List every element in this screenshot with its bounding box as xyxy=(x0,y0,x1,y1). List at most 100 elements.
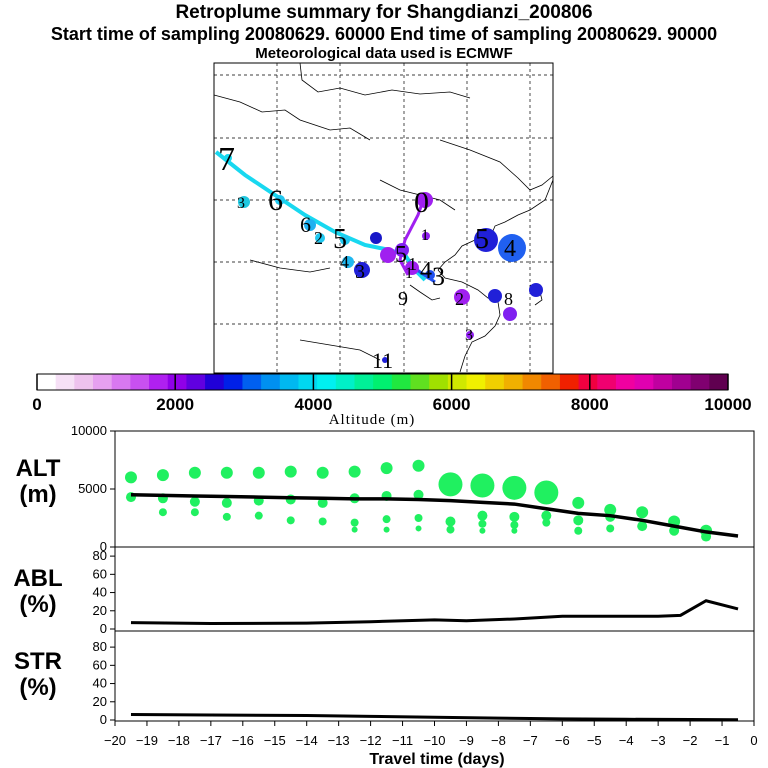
day-label: 6 xyxy=(268,184,283,217)
x-tick-label: −8 xyxy=(491,733,506,748)
day-label: 5 xyxy=(333,224,347,255)
day-label: 5 xyxy=(395,242,407,268)
altitude-bubble xyxy=(466,331,474,339)
day-label: 9 xyxy=(398,288,408,310)
alt-ylabel-unit: (m) xyxy=(19,481,56,508)
colorbar-cell xyxy=(223,374,243,390)
alt-cluster-point xyxy=(541,510,552,521)
altitude-bubble xyxy=(417,192,433,208)
alt-cluster-point xyxy=(509,511,520,522)
altitude-bubbles xyxy=(224,154,543,363)
alt-cluster-point xyxy=(637,521,648,532)
x-tick-label: −20 xyxy=(104,733,126,748)
altitude-bubble xyxy=(304,219,316,231)
altitude-bubble xyxy=(275,195,285,205)
colorbar-cell xyxy=(709,374,729,390)
str-ylabel: STR xyxy=(14,648,62,675)
altitude-bubble xyxy=(474,228,498,252)
day-label: 1 xyxy=(405,265,413,282)
str-panel: 80 60 40 20 0 xyxy=(93,639,739,727)
x-tick-label: −17 xyxy=(200,733,222,748)
alt-cluster-point xyxy=(470,473,495,498)
alt-cluster-point xyxy=(286,516,295,525)
altitude-bubble xyxy=(529,283,543,297)
colorbar-cell xyxy=(167,374,187,390)
altitude-bubble xyxy=(498,234,526,262)
alt-cluster-point xyxy=(221,497,232,508)
sampling-time-subtitle: Start time of sampling 20080629. 60000 E… xyxy=(50,24,718,44)
x-tick-label: −7 xyxy=(523,733,538,748)
colorbar-cell xyxy=(279,374,299,390)
day-label: 4 xyxy=(340,252,349,272)
alt-panel: 10000 5000 0 xyxy=(71,423,739,554)
day-label: 4 xyxy=(504,236,516,262)
colorbar-cell xyxy=(391,374,412,390)
alt-cluster-point xyxy=(542,518,551,527)
altitude-bubble xyxy=(354,262,370,278)
colorbar-cell xyxy=(485,374,505,390)
alt-cluster-point xyxy=(380,462,393,475)
alt-cluster-point xyxy=(254,511,263,520)
alt-panel-frame xyxy=(114,430,755,548)
colorbar-cell xyxy=(335,374,355,390)
day-label: 3 xyxy=(355,261,365,283)
alt-cluster-point xyxy=(534,480,559,505)
alt-cluster-point xyxy=(220,466,233,479)
str-ytick-label: 80 xyxy=(93,639,107,654)
altitude-bubble xyxy=(370,232,382,244)
day-label: 0 xyxy=(414,186,429,219)
alt-cluster-point xyxy=(414,514,423,522)
altitude-bubble xyxy=(488,289,502,303)
colorbar-cell xyxy=(503,374,524,390)
alt-cluster-point xyxy=(351,526,358,533)
day-label: 3 xyxy=(432,262,445,291)
colorbar-cell xyxy=(242,374,262,390)
alt-cluster-point xyxy=(574,526,583,535)
chart-title: Retroplume summary for Shangdianzi_20080… xyxy=(175,2,593,23)
alt-cluster-point xyxy=(438,472,463,497)
alt-cluster-point xyxy=(188,466,201,479)
x-tick-label: −16 xyxy=(232,733,254,748)
colorbar-cell xyxy=(447,374,468,390)
day-label: 6 xyxy=(300,212,311,237)
str-ytick-label: 40 xyxy=(93,676,107,691)
x-tick-label: −4 xyxy=(619,733,634,748)
alt-cluster-point xyxy=(252,466,265,479)
colorbar-cell xyxy=(317,374,337,390)
alt-cluster-point xyxy=(446,525,455,534)
alt-cluster-point xyxy=(511,527,518,534)
meteo-data-subtitle: Meteorological data used is ECMWF xyxy=(255,45,513,62)
abl-panel: 80 60 40 20 0 xyxy=(93,548,739,636)
map-frame xyxy=(213,62,554,374)
colorbar-cell xyxy=(653,374,673,390)
colorbar-cell xyxy=(130,374,150,390)
colorbar-tick-label: 2000 xyxy=(156,395,194,414)
alt-cluster-point xyxy=(382,515,391,524)
day-label: 5 xyxy=(475,224,489,255)
colorbar-cell xyxy=(578,374,598,390)
day-label: 11 xyxy=(372,348,393,373)
colorbar-cell xyxy=(37,374,57,390)
colorbar-cell xyxy=(373,374,393,390)
abl-ylabel: ABL xyxy=(13,565,62,592)
colorbar-cell xyxy=(149,374,169,390)
str-ytick-label: 60 xyxy=(93,657,107,672)
alt-ytick-label: 5000 xyxy=(78,481,107,496)
x-tick-label: −14 xyxy=(296,733,318,748)
alt-cluster-point xyxy=(412,459,425,472)
alt-cluster-point xyxy=(222,512,231,521)
day-label: 1 xyxy=(421,227,429,244)
altitude-bubble xyxy=(405,261,419,275)
alt-cluster-point xyxy=(189,496,200,507)
abl-ytick-label: 20 xyxy=(93,603,107,618)
str-ytick-label: 20 xyxy=(93,694,107,709)
colorbar-cell xyxy=(634,374,654,390)
x-tick-label: −15 xyxy=(264,733,286,748)
x-tick-label: −2 xyxy=(683,733,698,748)
altitude-bubble xyxy=(454,289,470,305)
day-label: 1 xyxy=(408,254,417,274)
day-label: 2 xyxy=(455,289,464,309)
abl-ylabel-unit: (%) xyxy=(19,591,56,618)
alt-cluster-point xyxy=(479,527,486,534)
